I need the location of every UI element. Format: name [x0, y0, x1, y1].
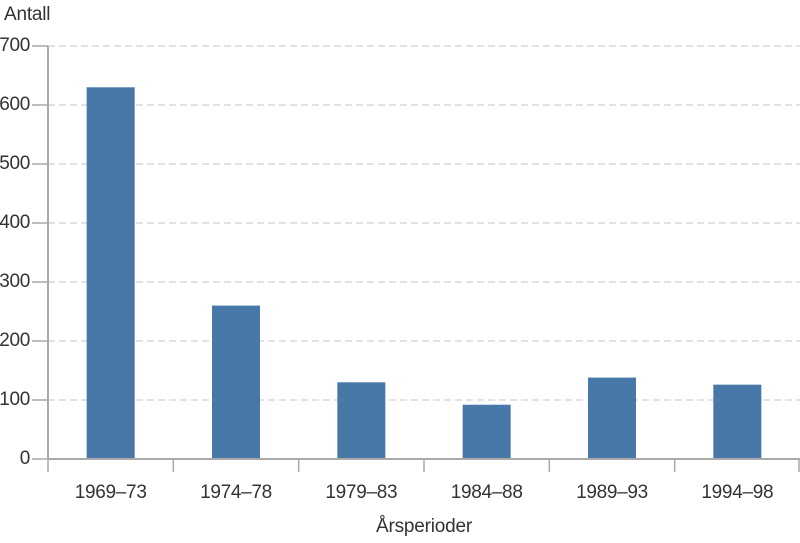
bar-1969-73 [86, 87, 135, 460]
y-tick-label: 600 [0, 94, 30, 115]
x-category-label: 1969–73 [74, 482, 147, 503]
x-category-label: 1984–88 [450, 482, 523, 503]
y-axis-title: Antall [4, 4, 51, 25]
y-tick-label: 100 [0, 389, 30, 410]
x-axis-title: Årsperioder [375, 516, 473, 537]
bar-1984-88 [462, 404, 511, 459]
y-tick-label: 0 [19, 448, 31, 469]
bar-1989-93 [588, 377, 636, 459]
x-category-label: 1989–93 [576, 482, 648, 503]
y-tick-label: 500 [0, 153, 30, 174]
y-tick-label: 700 [0, 35, 30, 56]
y-tick-label: 400 [0, 212, 30, 233]
bar-1979-83 [337, 382, 386, 459]
x-category-label: 1994–98 [701, 482, 774, 503]
x-category-label: 1979–83 [325, 482, 398, 503]
y-tick-label: 300 [0, 271, 30, 292]
x-category-label: 1974–78 [200, 482, 272, 503]
bar-1994-98 [713, 384, 762, 459]
bar-1974-78 [212, 305, 260, 459]
y-tick-label: 200 [0, 330, 30, 351]
